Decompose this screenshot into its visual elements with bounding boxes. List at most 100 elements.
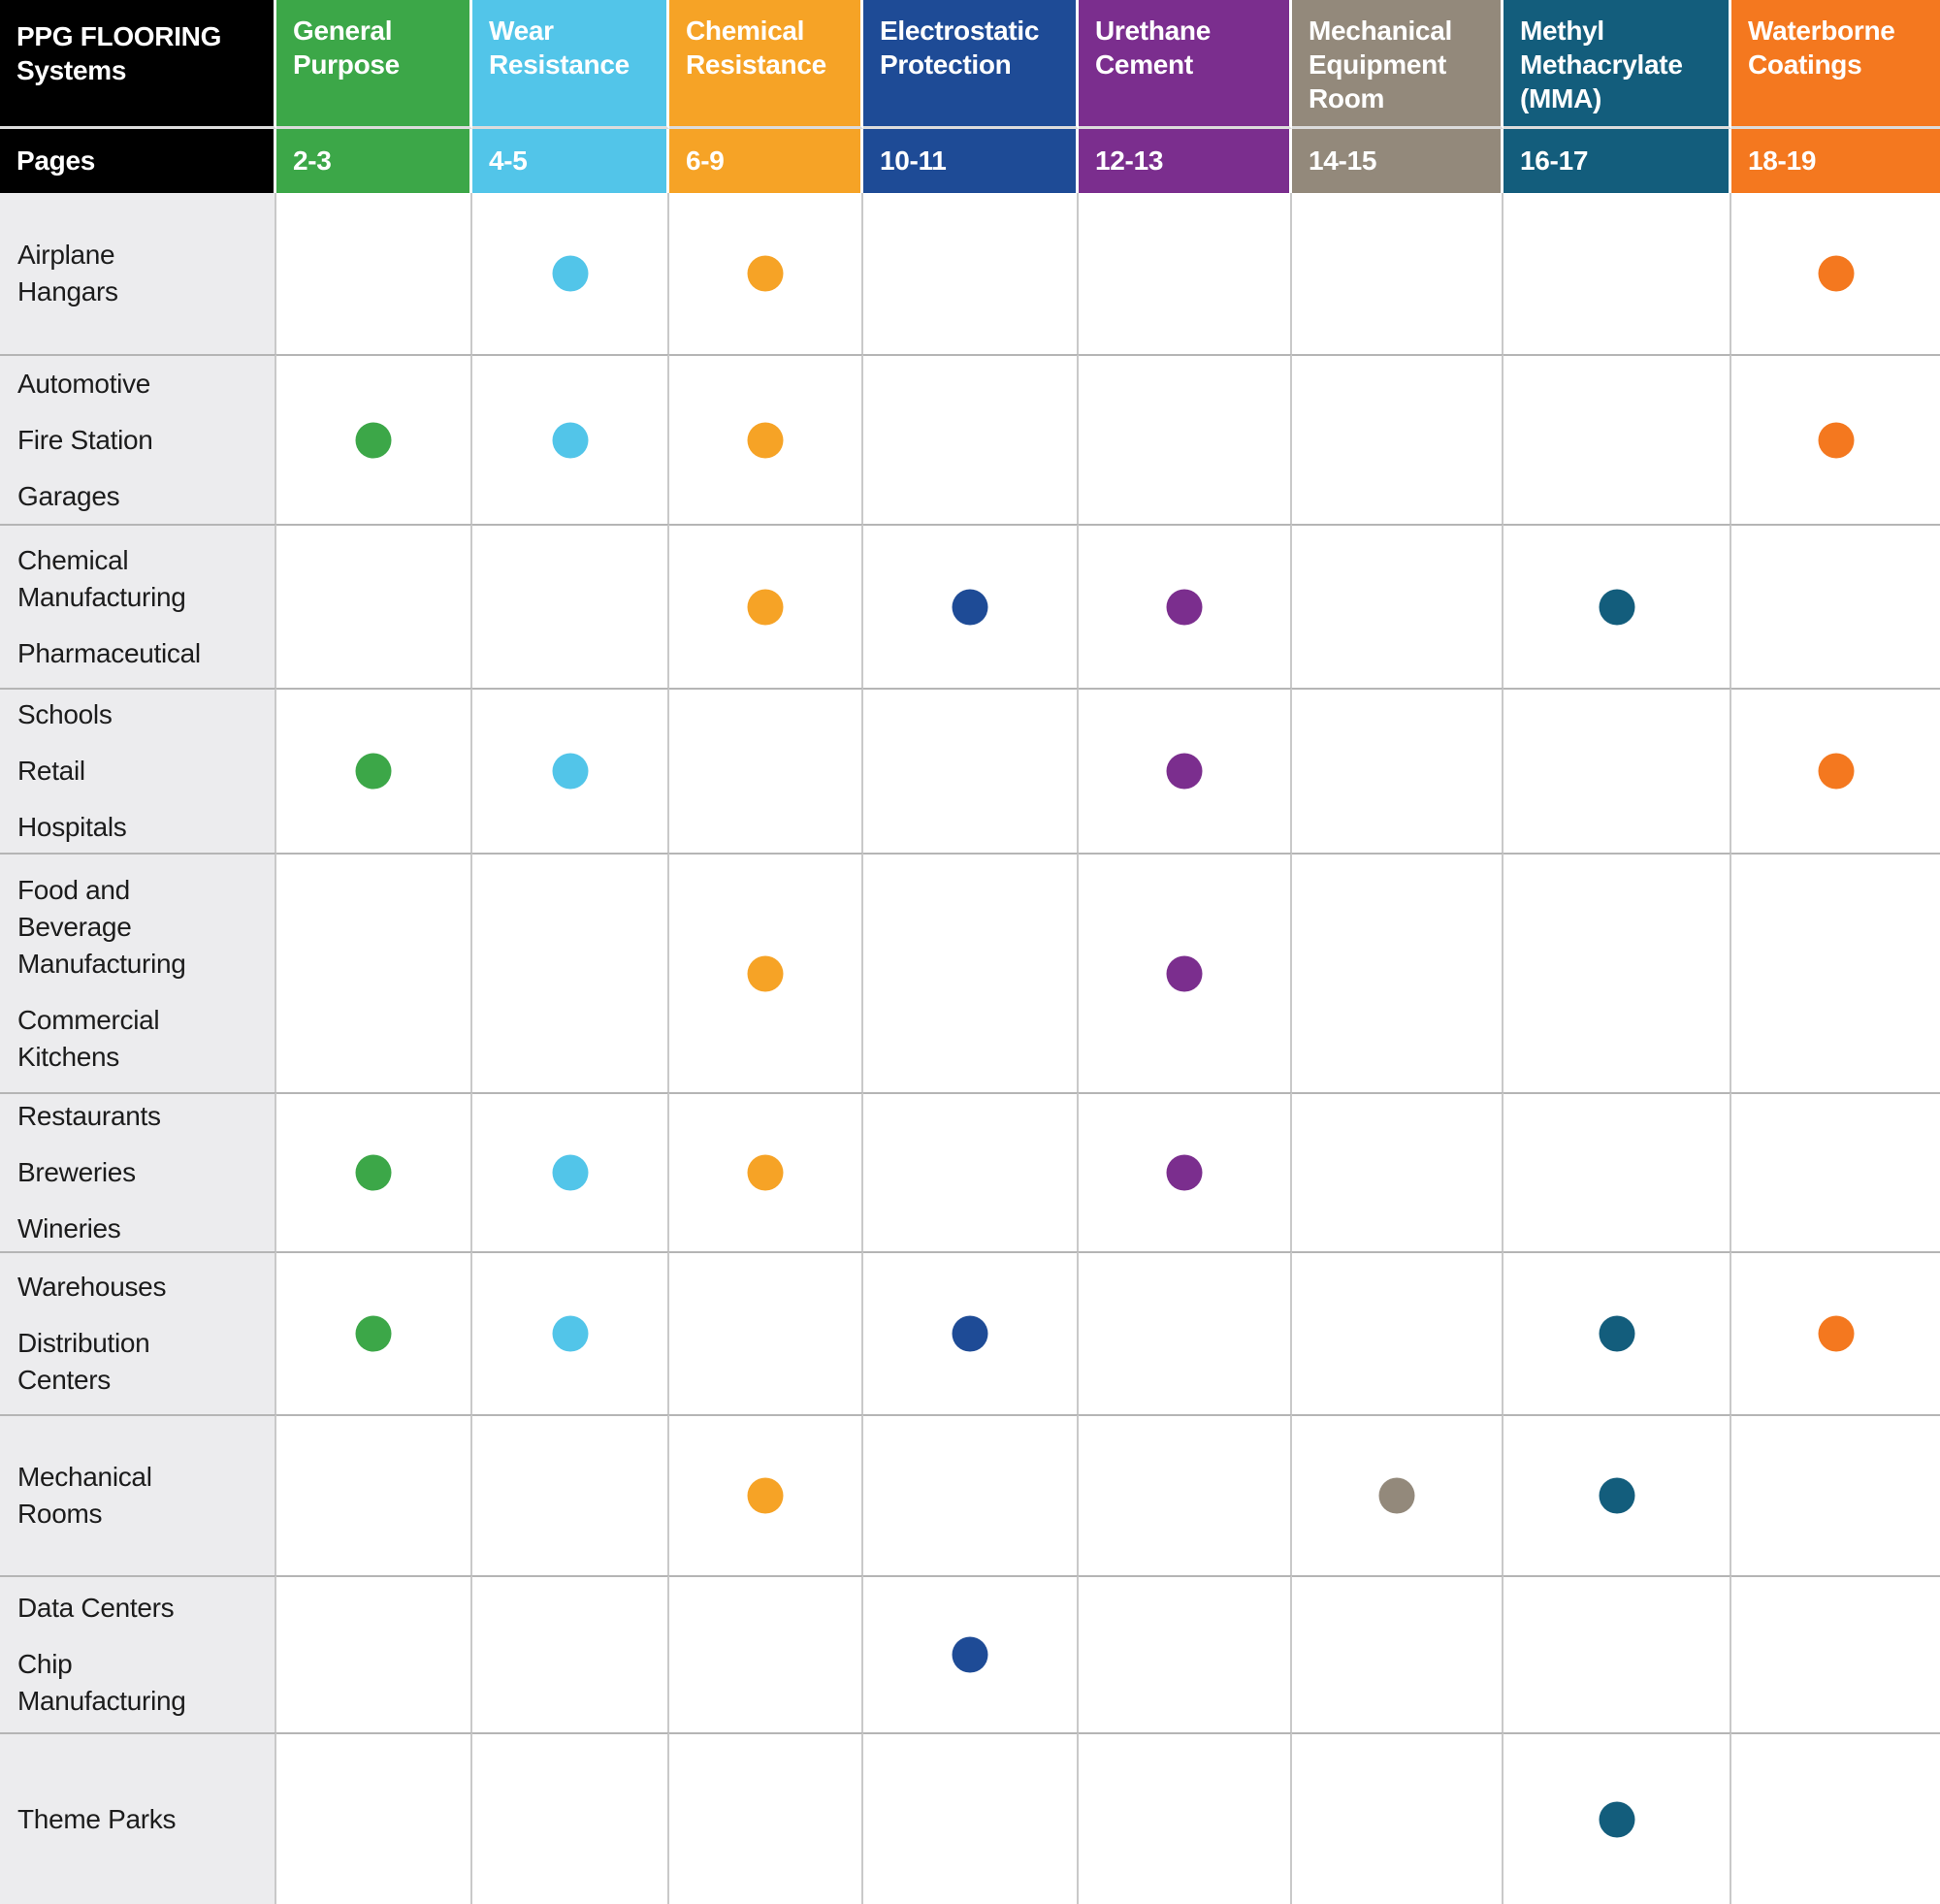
matrix-cell-mechanical-rooms-chemical-resistance <box>669 1414 863 1575</box>
row-label-text: Chip Manufacturing <box>17 1649 186 1716</box>
matrix-cell-mechanical-rooms-urethane-cement <box>1079 1414 1292 1575</box>
row-label-text: Food and Beverage Manufacturing <box>17 874 186 979</box>
matrix-cell-data-centers-general-purpose <box>276 1575 472 1732</box>
matrix-cell-food-and-beverage-manufacturing-waterborne-coatings <box>1731 853 1940 1092</box>
table-title: PPG FLOORING Systems <box>16 21 222 85</box>
matrix-cell-restaurants-chemical-resistance <box>669 1092 863 1251</box>
column-header-general-purpose: General Purpose <box>276 0 472 129</box>
pages-label: Pages <box>16 145 95 176</box>
dot-methyl-methacrylate-mma <box>1599 1801 1634 1837</box>
row-label-text: Theme Parks <box>17 1803 177 1834</box>
matrix-cell-data-centers-electrostatic-protection <box>863 1575 1079 1732</box>
row-label-text: Commercial Kitchens <box>17 1004 160 1072</box>
matrix-cell-food-and-beverage-manufacturing-methyl-methacrylate-mma <box>1504 853 1731 1092</box>
matrix-cell-restaurants-general-purpose <box>276 1092 472 1251</box>
dot-general-purpose <box>355 1315 392 1352</box>
row-label-text: Automotive <box>17 368 151 399</box>
matrix-cell-food-and-beverage-manufacturing-urethane-cement <box>1079 853 1292 1092</box>
row-label-text: Retail <box>17 756 85 786</box>
dot-urethane-cement <box>1166 955 1203 991</box>
dot-wear-resistance <box>552 422 588 458</box>
matrix-cell-chemical-manufacturing-methyl-methacrylate-mma <box>1504 524 1731 688</box>
row-label-text: Breweries <box>17 1157 136 1187</box>
pages-mechanical-equipment-room: 14-15 <box>1292 129 1504 193</box>
dot-chemical-resistance <box>747 1477 784 1514</box>
row-label-text: Restaurants <box>17 1101 161 1131</box>
matrix-cell-theme-parks-wear-resistance <box>472 1732 669 1904</box>
row-label-theme-parks: Theme Parks <box>0 1732 276 1904</box>
pages-value: 12-13 <box>1095 145 1164 176</box>
row-label-text: Fire Station <box>17 424 153 455</box>
row-label-text: Hospitals <box>17 812 127 842</box>
matrix-cell-theme-parks-electrostatic-protection <box>863 1732 1079 1904</box>
column-header-waterborne-coatings: Waterborne Coatings <box>1731 0 1940 129</box>
dot-chemical-resistance <box>747 422 784 458</box>
matrix-cell-theme-parks-waterborne-coatings <box>1731 1732 1940 1904</box>
dot-wear-resistance <box>552 753 588 790</box>
matrix-cell-automotive-wear-resistance <box>472 354 669 524</box>
pages-wear-resistance: 4-5 <box>472 129 669 193</box>
column-header-mechanical-equipment-room: Mechanical Equipment Room <box>1292 0 1504 129</box>
dot-urethane-cement <box>1166 753 1203 790</box>
matrix-cell-mechanical-rooms-wear-resistance <box>472 1414 669 1575</box>
matrix-cell-data-centers-chemical-resistance <box>669 1575 863 1732</box>
dot-wear-resistance <box>552 1154 588 1191</box>
column-header-urethane-cement: Urethane Cement <box>1079 0 1292 129</box>
row-label-food-and-beverage-manufacturing: Food and Beverage Manufacturing Commercia… <box>0 853 276 1092</box>
matrix-cell-warehouses-waterborne-coatings <box>1731 1251 1940 1414</box>
row-label-restaurants: Restaurants Breweries Wineries <box>0 1092 276 1251</box>
dot-waterborne-coatings <box>1818 422 1854 458</box>
matrix-cell-schools-waterborne-coatings <box>1731 688 1940 853</box>
matrix-cell-automotive-mechanical-equipment-room <box>1292 354 1504 524</box>
row-label-text: Mechanical Rooms <box>17 1462 152 1529</box>
matrix-cell-automotive-waterborne-coatings <box>1731 354 1940 524</box>
matrix-cell-data-centers-methyl-methacrylate-mma <box>1504 1575 1731 1732</box>
pages-value: 14-15 <box>1309 145 1377 176</box>
dot-chemical-resistance <box>747 255 784 292</box>
column-header-electrostatic-protection: Electrostatic Protection <box>863 0 1079 129</box>
matrix-cell-warehouses-methyl-methacrylate-mma <box>1504 1251 1731 1414</box>
matrix-cell-data-centers-waterborne-coatings <box>1731 1575 1940 1732</box>
dot-mechanical-equipment-room <box>1378 1477 1415 1514</box>
column-header-label: Wear Resistance <box>489 16 630 80</box>
matrix-cell-data-centers-mechanical-equipment-room <box>1292 1575 1504 1732</box>
matrix-cell-data-centers-wear-resistance <box>472 1575 669 1732</box>
matrix-cell-theme-parks-general-purpose <box>276 1732 472 1904</box>
dot-methyl-methacrylate-mma <box>1599 1315 1634 1352</box>
matrix-cell-airplane-hangars-urethane-cement <box>1079 193 1292 354</box>
pages-urethane-cement: 12-13 <box>1079 129 1292 193</box>
matrix-cell-schools-urethane-cement <box>1079 688 1292 853</box>
dot-general-purpose <box>355 1154 392 1191</box>
matrix-cell-airplane-hangars-mechanical-equipment-room <box>1292 193 1504 354</box>
matrix-cell-warehouses-electrostatic-protection <box>863 1251 1079 1414</box>
matrix-cell-restaurants-urethane-cement <box>1079 1092 1292 1251</box>
dot-general-purpose <box>355 422 392 458</box>
column-header-label: Urethane Cement <box>1095 16 1211 80</box>
matrix-cell-theme-parks-mechanical-equipment-room <box>1292 1732 1504 1904</box>
matrix-cell-airplane-hangars-methyl-methacrylate-mma <box>1504 193 1731 354</box>
dot-chemical-resistance <box>747 589 784 625</box>
dot-chemical-resistance <box>747 955 784 991</box>
matrix-cell-airplane-hangars-general-purpose <box>276 193 472 354</box>
matrix-cell-food-and-beverage-manufacturing-electrostatic-protection <box>863 853 1079 1092</box>
matrix-cell-theme-parks-methyl-methacrylate-mma <box>1504 1732 1731 1904</box>
row-label-text: Garages <box>17 480 120 511</box>
row-label-data-centers: Data Centers Chip Manufacturing <box>0 1575 276 1732</box>
matrix-cell-airplane-hangars-chemical-resistance <box>669 193 863 354</box>
row-label-chemical-manufacturing: Chemical Manufacturing Pharmaceutical <box>0 524 276 688</box>
pages-value: 10-11 <box>880 145 947 176</box>
matrix-cell-automotive-general-purpose <box>276 354 472 524</box>
matrix-cell-chemical-manufacturing-electrostatic-protection <box>863 524 1079 688</box>
matrix-cell-warehouses-urethane-cement <box>1079 1251 1292 1414</box>
row-label-warehouses: Warehouses Distribution Centers <box>0 1251 276 1414</box>
matrix-cell-mechanical-rooms-waterborne-coatings <box>1731 1414 1940 1575</box>
table-title-cell: PPG FLOORING Systems <box>0 0 276 129</box>
column-header-label: Chemical Resistance <box>686 16 826 80</box>
dot-urethane-cement <box>1166 1154 1203 1191</box>
matrix-cell-warehouses-general-purpose <box>276 1251 472 1414</box>
matrix-cell-schools-chemical-resistance <box>669 688 863 853</box>
matrix-cell-schools-methyl-methacrylate-mma <box>1504 688 1731 853</box>
pages-value: 18-19 <box>1748 145 1817 176</box>
matrix-cell-data-centers-urethane-cement <box>1079 1575 1292 1732</box>
